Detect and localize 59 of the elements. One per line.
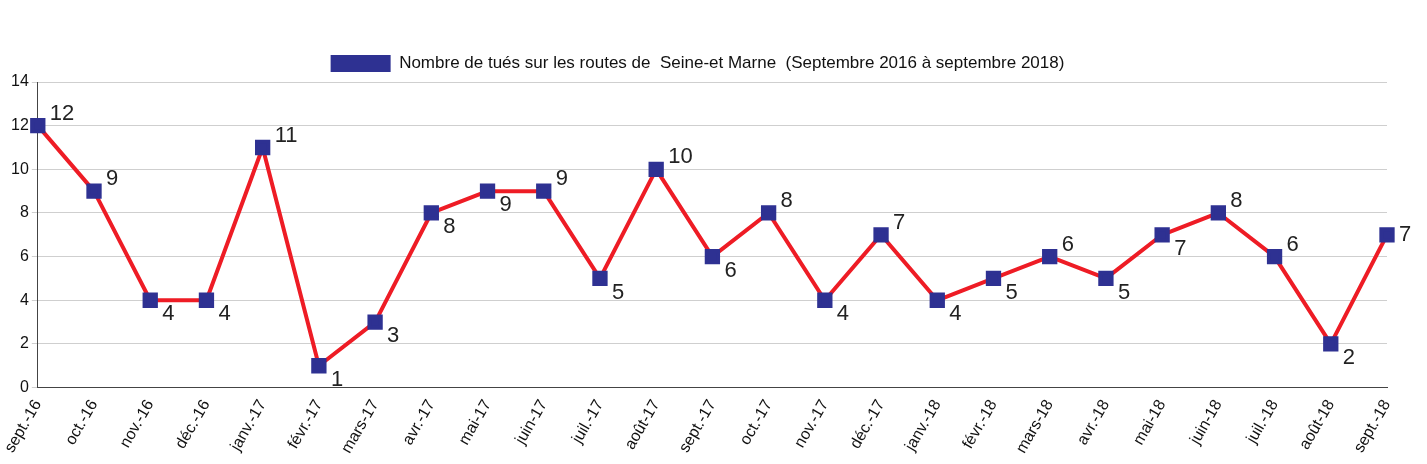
data-label: 1	[330, 365, 344, 391]
data-label: 9	[499, 191, 512, 217]
y-tick-label: 2	[19, 334, 29, 352]
point	[255, 139, 271, 156]
point	[1154, 227, 1170, 243]
data-label: 5	[611, 278, 625, 304]
point	[873, 227, 889, 243]
point	[1210, 205, 1227, 221]
point	[985, 270, 1002, 287]
data-label: 6	[1061, 230, 1074, 256]
data-label: 11	[274, 121, 298, 147]
point	[479, 183, 496, 199]
point	[311, 358, 327, 374]
data-label: 4	[218, 300, 231, 326]
data-label: 6	[724, 256, 737, 282]
point	[1323, 336, 1339, 352]
data-label: 5	[1117, 278, 1131, 304]
point	[929, 292, 945, 308]
point	[1042, 248, 1058, 265]
data-label: 7	[893, 208, 906, 234]
point	[423, 205, 439, 221]
data-label: 12	[49, 99, 75, 125]
data-label: 7	[1174, 234, 1187, 260]
data-label: 4	[949, 300, 962, 326]
y-tick-label: 6	[19, 247, 29, 265]
y-tick-label: 8	[19, 203, 29, 221]
legend-label: Nombre de tués sur les routes de Seine-et Marne (Septembre 2016 à septembre 2018)	[399, 53, 1065, 73]
point	[367, 314, 383, 330]
point	[1098, 270, 1114, 287]
point	[592, 270, 608, 287]
point	[704, 248, 721, 265]
y-tick-label: 4	[19, 290, 29, 308]
point	[536, 183, 552, 199]
data-label: 10	[668, 143, 693, 169]
data-label: 8	[443, 213, 456, 239]
point	[760, 205, 777, 221]
data-label: 8	[780, 187, 793, 213]
data-label: 3	[387, 322, 400, 348]
point	[30, 118, 46, 134]
data-label: 9	[106, 165, 119, 191]
data-label: 2	[1342, 343, 1356, 369]
point	[198, 292, 215, 308]
data-label: 4	[836, 300, 850, 326]
data-label: 6	[1286, 230, 1299, 256]
point	[86, 183, 102, 199]
data-label: 8	[1230, 187, 1243, 213]
point	[142, 292, 158, 308]
data-label: 5	[1005, 278, 1018, 304]
point	[1379, 227, 1395, 243]
point	[1266, 248, 1283, 265]
y-tick-label: 14	[11, 72, 29, 90]
data-label: 9	[555, 165, 568, 191]
point	[817, 292, 833, 308]
y-tick-label: 12	[11, 116, 29, 134]
point	[648, 161, 664, 177]
data-label: 7	[1399, 220, 1412, 246]
y-tick-label: 0	[19, 377, 29, 395]
y-tick-label: 10	[11, 159, 29, 177]
data-label: 4	[162, 300, 175, 326]
